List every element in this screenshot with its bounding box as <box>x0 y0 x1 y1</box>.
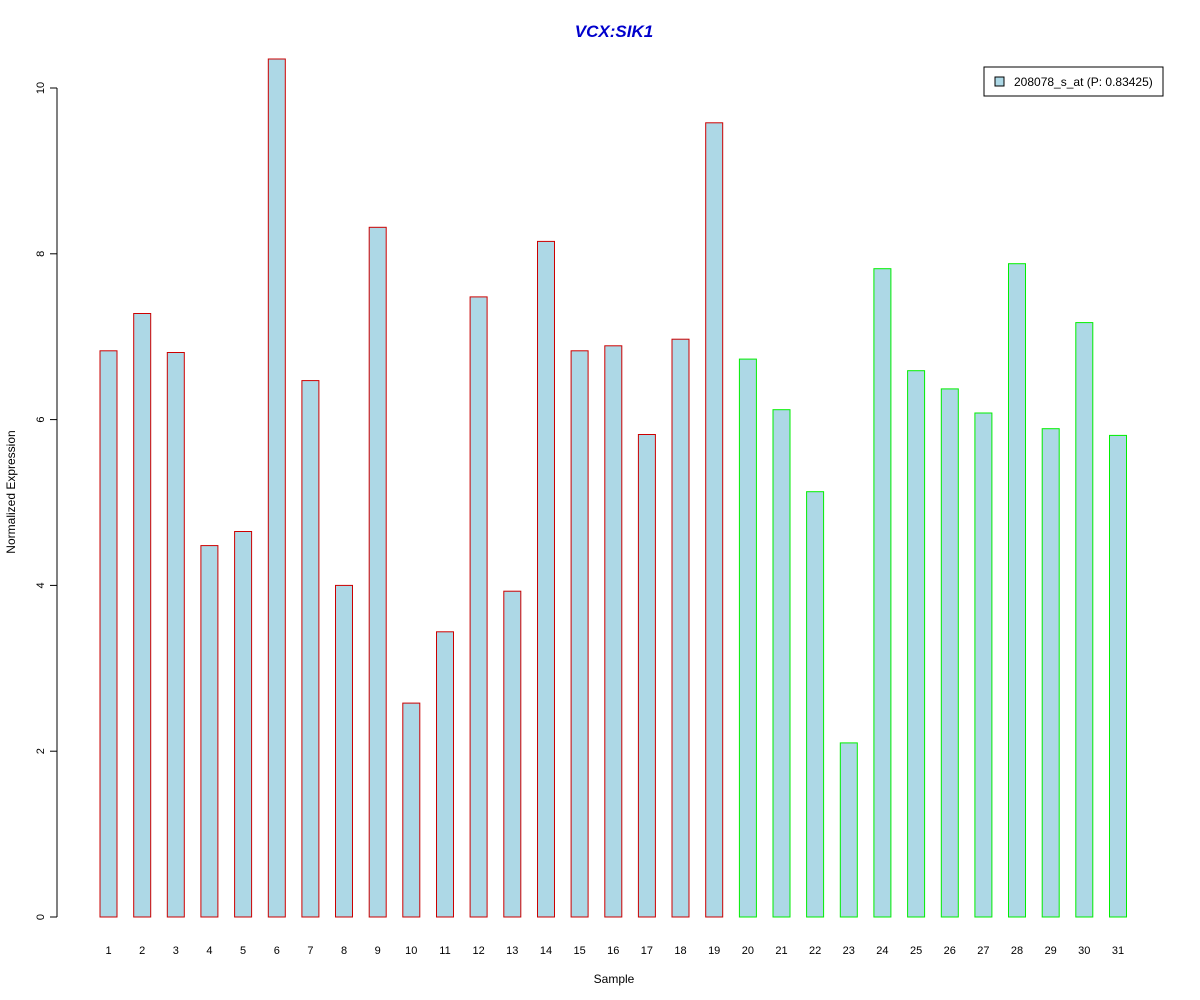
bar-sample-13 <box>503 590 522 918</box>
x-tick-label: 5 <box>240 945 246 957</box>
x-tick-label: 19 <box>708 945 720 957</box>
x-tick-label: 27 <box>977 945 989 957</box>
bar-sample-11 <box>436 631 454 918</box>
x-tick-label: 23 <box>843 945 855 957</box>
bar-sample-19 <box>705 122 724 918</box>
x-tick-label: 30 <box>1078 945 1090 957</box>
bar-sample-20 <box>738 358 757 918</box>
x-tick-label: 21 <box>775 945 787 957</box>
x-tick-label: 11 <box>439 945 450 957</box>
x-axis-ticks: 1 2 3 4 5 6 7 8 9 10 11 12 13 14 15 16 17 18 19 20 21 22 23 24 2… <box>105 945 1124 957</box>
x-tick-label: 16 <box>607 945 619 957</box>
bar-sample-21 <box>772 409 791 918</box>
x-tick-label: 8 <box>341 945 347 957</box>
x-tick-label: 12 <box>472 945 484 957</box>
x-tick-label: 1 <box>105 945 111 957</box>
bar-sample-24 <box>873 268 892 918</box>
x-tick-label: 24 <box>876 945 888 957</box>
y-tick-label: 8 <box>35 251 47 257</box>
bar-sample-10 <box>402 702 421 918</box>
x-tick-label: 3 <box>173 945 179 957</box>
bar-sample-31 <box>1109 434 1127 918</box>
bar-sample-9 <box>368 226 387 918</box>
y-axis-label: Normalized Expression <box>4 430 18 553</box>
bar-sample-14 <box>537 240 555 918</box>
bar-sample-17 <box>637 434 656 918</box>
y-tick-label: 2 <box>35 748 47 754</box>
bar-sample-26 <box>940 388 959 918</box>
x-tick-label: 28 <box>1011 945 1023 957</box>
bar-sample-18 <box>671 338 690 918</box>
bar-sample-3 <box>166 352 185 918</box>
bar-sample-16 <box>604 345 623 918</box>
x-tick-label: 2 <box>139 945 145 957</box>
legend-swatch <box>994 76 1005 87</box>
bar-sample-30 <box>1075 322 1094 918</box>
x-tick-label: 22 <box>809 945 821 957</box>
bar-sample-28 <box>1008 263 1026 918</box>
legend-box <box>983 66 1164 97</box>
x-tick-label: 31 <box>1112 945 1124 957</box>
x-tick-label: 9 <box>375 945 381 957</box>
bar-sample-23 <box>839 742 858 918</box>
x-tick-label: 17 <box>641 945 653 957</box>
bar-sample-2 <box>133 313 152 918</box>
x-tick-label: 15 <box>573 945 585 957</box>
y-tick-label: 0 <box>35 914 47 920</box>
bar-sample-12 <box>469 296 488 918</box>
x-tick-label: 6 <box>274 945 280 957</box>
bars <box>99 58 1127 918</box>
bar-sample-29 <box>1041 428 1060 918</box>
x-tick-label: 20 <box>742 945 754 957</box>
y-tick-label: 4 <box>35 582 47 588</box>
bar-sample-7 <box>301 380 320 918</box>
x-axis-label: Sample <box>594 972 635 986</box>
bar-sample-25 <box>907 370 926 918</box>
y-tick-label: 6 <box>35 417 47 423</box>
x-tick-label: 10 <box>405 945 417 957</box>
legend: 208078_s_at (P: 0.83425) <box>983 66 1164 97</box>
bar-sample-15 <box>570 350 589 918</box>
bar-sample-6 <box>267 58 286 918</box>
x-tick-label: 26 <box>944 945 956 957</box>
x-tick-label: 13 <box>506 945 518 957</box>
x-tick-label: 18 <box>674 945 686 957</box>
bar-sample-8 <box>335 584 353 918</box>
bar-sample-22 <box>806 491 825 918</box>
x-tick-label: 4 <box>206 945 212 957</box>
bar-sample-27 <box>974 412 993 918</box>
y-tick-label: 10 <box>35 82 47 94</box>
x-tick-label: 29 <box>1045 945 1057 957</box>
x-tick-label: 14 <box>540 945 552 957</box>
bar-sample-5 <box>234 531 253 918</box>
bar-sample-1 <box>99 350 118 918</box>
chart-title: VCX:SIK1 <box>575 22 653 41</box>
legend-label: 208078_s_at (P: 0.83425) <box>1014 75 1153 89</box>
bar-sample-4 <box>200 545 219 918</box>
x-tick-label: 25 <box>910 945 922 957</box>
x-tick-label: 7 <box>307 945 313 957</box>
y-axis: 0 2 4 6 8 10 <box>35 82 58 920</box>
